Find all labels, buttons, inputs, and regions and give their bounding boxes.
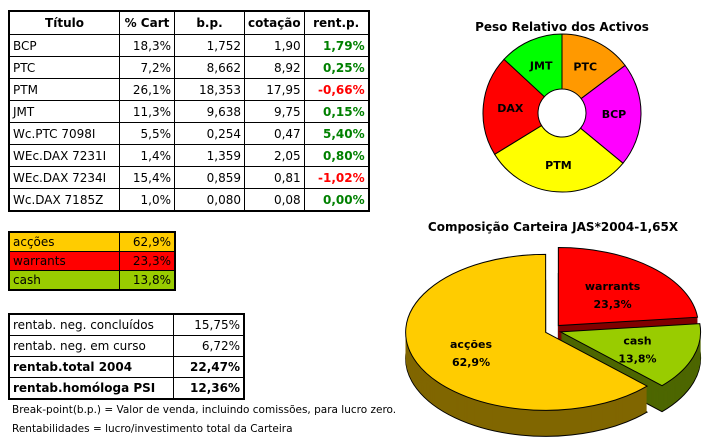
- returns-row: rentab.total 2004 22,47%: [8, 356, 245, 378]
- returns-row: rentab.homóloga PSI 12,36%: [8, 377, 245, 400]
- returns-value: 15,75%: [173, 313, 245, 336]
- chart-title: Composição Carteira JAS*2004-1,65X: [428, 220, 679, 234]
- cell-cotacao: 0,08: [244, 188, 305, 212]
- cell-bp: 0,080: [174, 188, 245, 212]
- slice-value: 62,9%: [452, 356, 490, 369]
- cell-titulo: PTM: [8, 78, 120, 101]
- cell-bp: 0,859: [174, 166, 245, 189]
- returns-table: rentab. neg. concluídos 15,75% rentab. neg…: [8, 313, 245, 400]
- table-row: Wc.PTC 7098I 5,5% 0,254 0,47 5,40%: [8, 122, 370, 145]
- returns-label: rentab. neg. em curso: [8, 335, 174, 357]
- cell-titulo: WEc.DAX 7234I: [8, 166, 120, 189]
- cell-rent: 0,25%: [303, 56, 370, 79]
- cell-rent: 0,00%: [303, 188, 370, 212]
- cell-rent: 0,15%: [303, 100, 370, 123]
- cell-titulo: Wc.PTC 7098I: [8, 122, 120, 145]
- returns-row: rentab. neg. concluídos 15,75%: [8, 313, 245, 336]
- cell-cotacao: 8,92: [244, 56, 305, 79]
- cell-cotacao: 0,81: [244, 166, 305, 189]
- cell-cotacao: 2,05: [244, 144, 305, 167]
- table-row: WEc.DAX 7234I 15,4% 0,859 0,81 -1,02%: [8, 166, 370, 189]
- cell-cart: 11,3%: [119, 100, 175, 123]
- pie-slice-accoes: acções 62,9%: [405, 253, 649, 437]
- table-row: WEc.DAX 7231I 1,4% 1,359 2,05 0,80%: [8, 144, 370, 167]
- cell-rent: 0,80%: [303, 144, 370, 167]
- cell-bp: 1,752: [174, 34, 245, 57]
- allocation-label: cash: [8, 270, 120, 291]
- doughnut-slice-bcp: [579, 64, 642, 164]
- cell-cart: 1,0%: [119, 188, 175, 212]
- column-header: % Cart: [119, 10, 175, 35]
- slice-label: acções: [450, 338, 492, 351]
- table-row: Wc.DAX 7185Z 1,0% 0,080 0,08 0,00%: [8, 188, 370, 212]
- footnote-rentabilidades: Rentabilidades = lucro/investimento tota…: [12, 423, 293, 435]
- slice-label: JMT: [529, 59, 553, 72]
- table-row: JMT 11,3% 9,638 9,75 0,15%: [8, 100, 370, 123]
- cell-rent: -1,02%: [303, 166, 370, 189]
- cell-cart: 15,4%: [119, 166, 175, 189]
- chart-title: Peso Relativo dos Activos: [475, 20, 649, 34]
- cell-cotacao: 0,47: [244, 122, 305, 145]
- footnote-breakpoint: Break-point(b.p.) = Valor de venda, incl…: [12, 404, 397, 416]
- cell-cotacao: 1,90: [244, 34, 305, 57]
- allocation-value: 13,8%: [119, 270, 176, 291]
- doughnut-slice-jmt: [503, 33, 563, 98]
- doughnut-slice-ptm: [493, 124, 624, 193]
- slice-value: 23,3%: [594, 298, 632, 311]
- slice-label: BCP: [602, 108, 627, 121]
- cell-cotacao: 9,75: [244, 100, 305, 123]
- table-row: BCP 18,3% 1,752 1,90 1,79%: [8, 34, 370, 57]
- allocation-row: warrants 23,3%: [8, 251, 176, 271]
- returns-label: rentab. neg. concluídos: [8, 313, 174, 336]
- cell-cart: 18,3%: [119, 34, 175, 57]
- cell-cart: 5,5%: [119, 122, 175, 145]
- slice-label: cash: [623, 334, 651, 347]
- cell-bp: 9,638: [174, 100, 245, 123]
- allocation-value: 62,9%: [119, 231, 176, 252]
- allocation-row: acções 62,9%: [8, 231, 176, 252]
- returns-value: 12,36%: [173, 377, 245, 400]
- slice-label: DAX: [497, 102, 524, 115]
- slice-value: 13,8%: [618, 352, 656, 365]
- column-header: b.p.: [174, 10, 245, 35]
- returns-value: 22,47%: [173, 356, 245, 378]
- returns-label: rentab.homóloga PSI: [8, 377, 174, 400]
- cell-cotacao: 17,95: [244, 78, 305, 101]
- allocation-label: warrants: [8, 251, 120, 271]
- allocation-row: cash 13,8%: [8, 270, 176, 291]
- allocation-value: 23,3%: [119, 251, 176, 271]
- holdings-table: Título% Cart b.p. cotação rent.p. BCP 18,3% 1…: [8, 10, 370, 212]
- cell-titulo: Wc.DAX 7185Z: [8, 188, 120, 212]
- slice-label: warrants: [585, 280, 641, 293]
- cell-rent: 5,40%: [303, 122, 370, 145]
- slice-label: PTM: [545, 159, 572, 172]
- cell-rent: 1,79%: [303, 34, 370, 57]
- slice-label: PTC: [573, 60, 597, 73]
- returns-label: rentab.total 2004: [8, 356, 174, 378]
- allocation-table: acções 62,9% warrants 23,3% cash 13,8%: [8, 231, 176, 291]
